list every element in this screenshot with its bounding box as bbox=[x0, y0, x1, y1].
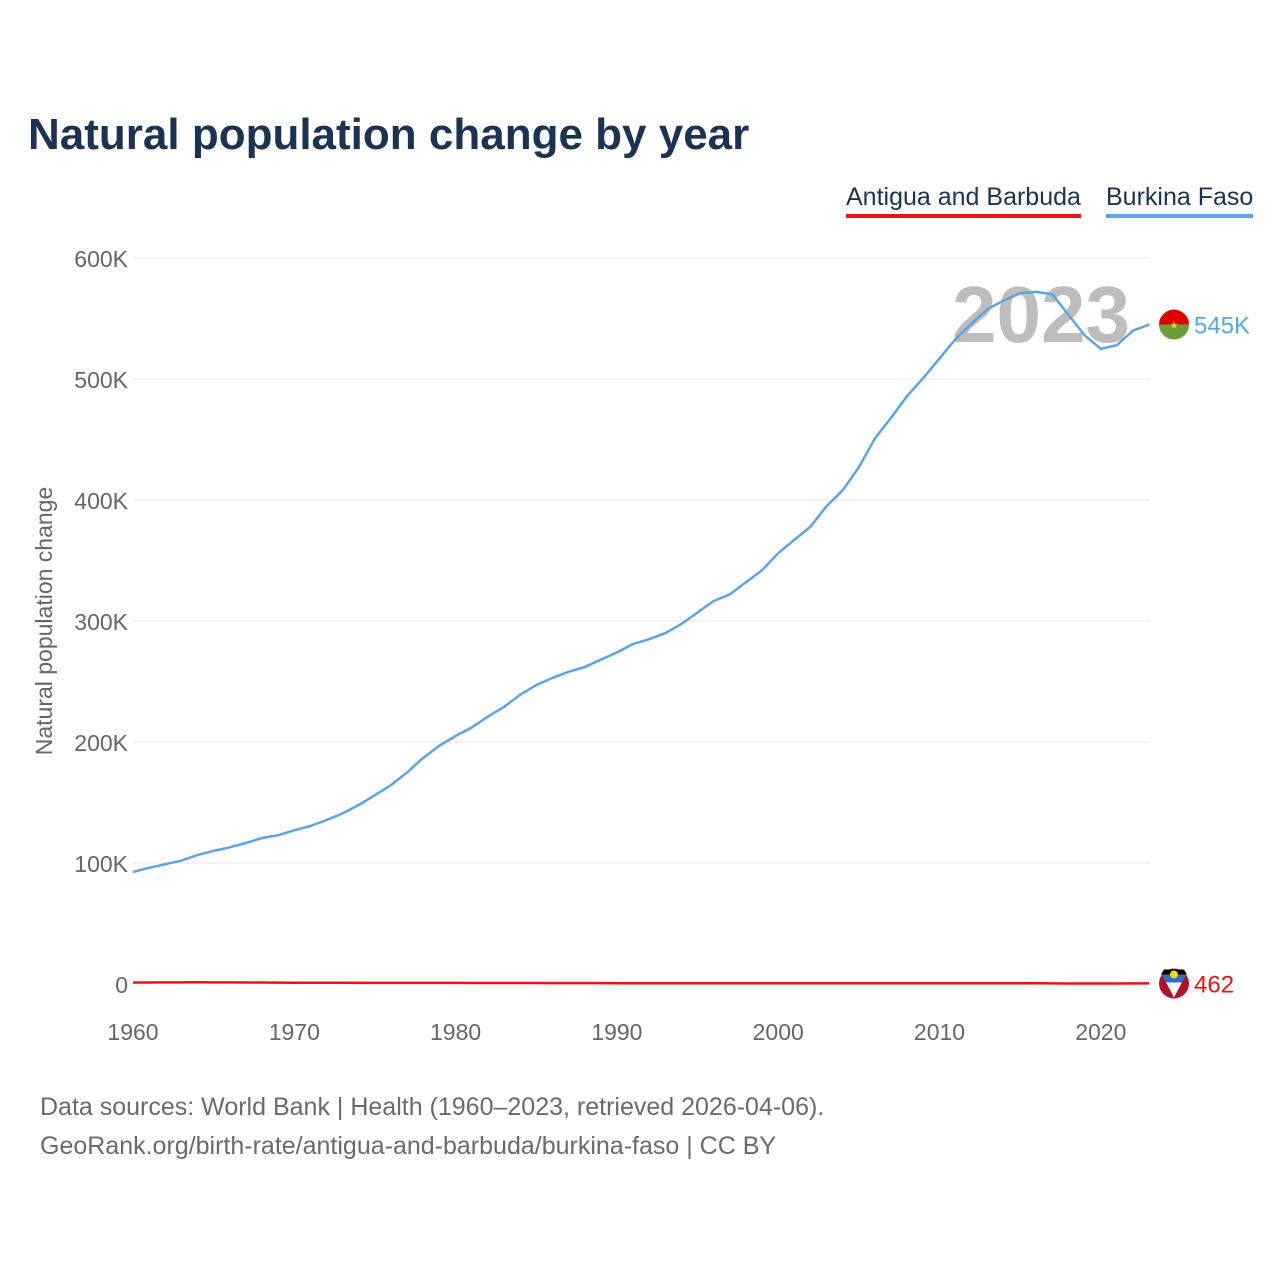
end-value-label: 462 bbox=[1194, 971, 1234, 998]
y-tick-label: 600K bbox=[74, 246, 128, 272]
x-tick-label: 2010 bbox=[914, 1019, 965, 1045]
x-tick-label: 1980 bbox=[430, 1019, 481, 1045]
year-watermark: 2023 bbox=[952, 270, 1130, 359]
series-line-1 bbox=[132, 290, 1150, 874]
y-tick-label: 400K bbox=[74, 488, 128, 514]
x-tick-label: 1960 bbox=[107, 1019, 158, 1045]
source-note: Data sources: World Bank | Health (1960–… bbox=[40, 1088, 824, 1166]
y-axis-label: Natural population change bbox=[31, 487, 57, 756]
series-line-0 bbox=[133, 981, 1150, 985]
y-tick-label: 500K bbox=[74, 367, 128, 393]
burkina-faso-flag-icon bbox=[1159, 324, 1189, 340]
y-tick-label: 100K bbox=[74, 851, 128, 877]
source-line-2[interactable]: GeoRank.org/birth-rate/antigua-and-barbu… bbox=[40, 1132, 777, 1160]
chart-title: Natural population change by year bbox=[28, 110, 750, 159]
x-tick-label: 2000 bbox=[753, 1019, 804, 1045]
sun-icon bbox=[1170, 970, 1178, 979]
x-tick-label: 2020 bbox=[1075, 1019, 1126, 1045]
legend-burkina-faso[interactable]: Burkina Faso bbox=[1106, 183, 1254, 218]
end-value-label: 545K bbox=[1194, 313, 1250, 340]
y-tick-label: 300K bbox=[74, 609, 128, 635]
y-tick-label: 200K bbox=[74, 730, 128, 756]
x-tick-label: 1970 bbox=[269, 1019, 320, 1045]
x-tick-label: 1990 bbox=[591, 1019, 642, 1045]
burkina-faso-flag-icon bbox=[1159, 309, 1189, 325]
y-tick-label: 0 bbox=[115, 972, 128, 998]
legend-antigua-and-barbuda[interactable]: Antigua and Barbuda bbox=[846, 183, 1081, 218]
source-line-1: Data sources: World Bank | Health (1960–… bbox=[40, 1093, 825, 1121]
flag-star-icon: ★ bbox=[1170, 321, 1179, 332]
